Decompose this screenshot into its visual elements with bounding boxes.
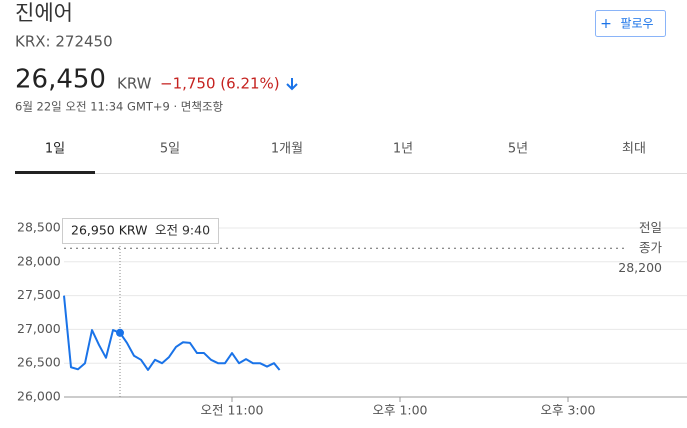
price: 26,450 [15, 65, 106, 95]
stock-name: 진에어 [15, 1, 73, 25]
tab[interactable]: 최대 [622, 142, 646, 157]
previous-close-title: 종가 [639, 240, 663, 255]
tab[interactable]: 5일 [160, 142, 180, 157]
price-line [63, 295, 281, 371]
x-tick-label: 오후 3:00 [540, 403, 595, 418]
tab[interactable]: 1년 [393, 142, 413, 157]
y-tick-label: 28,500 [17, 220, 61, 235]
previous-close-label: 28,200 [618, 260, 662, 275]
follow-label[interactable]: 팔로우 [620, 17, 653, 31]
change: −1,750 (6.21%) [160, 75, 280, 93]
tooltip-time: 오전 9:40 [155, 223, 210, 238]
y-tick-label: 26,500 [17, 355, 61, 370]
follow-button[interactable]: + 팔로우 [595, 10, 666, 37]
hover-point [116, 328, 124, 337]
x-tick-label: 오후 1:00 [372, 403, 427, 418]
x-tick-label: 오전 11:00 [201, 403, 264, 418]
tab[interactable]: 1일 [45, 142, 65, 157]
follow-box[interactable] [595, 10, 666, 37]
tab[interactable]: 1개월 [271, 142, 303, 157]
timestamp: 6월 22일 오전 11:34 GMT+9 · 면책조항 [15, 100, 224, 114]
down-arrow [286, 78, 298, 91]
tab[interactable]: 5년 [508, 142, 528, 157]
previous-close-title: 전일 [639, 220, 662, 235]
tooltip-box [62, 218, 219, 244]
y-tick-label: 27,000 [17, 321, 61, 336]
tab-underline [15, 171, 95, 174]
tooltip-price: 26,950 KRW [71, 223, 147, 238]
ticker: KRX: 272450 [15, 33, 113, 51]
y-tick-label: 27,500 [17, 287, 61, 302]
plus-icon: + [600, 16, 612, 32]
y-tick-label: 28,000 [17, 253, 61, 268]
currency: KRW [117, 75, 152, 93]
y-tick-label: 26,000 [17, 389, 61, 404]
